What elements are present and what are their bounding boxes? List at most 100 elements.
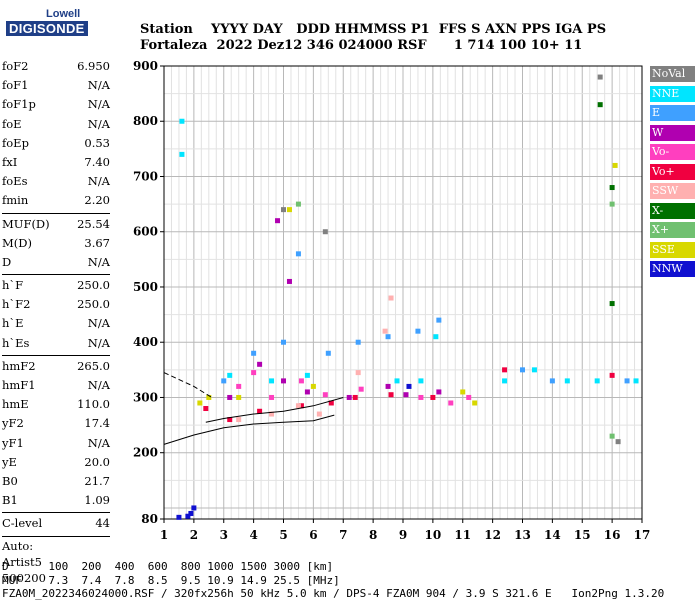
param-label: foEs [2, 174, 28, 189]
echo-point [269, 411, 275, 417]
param-value: N/A [87, 97, 110, 112]
param-label: foF2 [2, 59, 29, 73]
param-value: 1.09 [84, 493, 110, 508]
y-tick-label: 600 [133, 225, 158, 239]
x-tick-label: 6 [309, 528, 317, 542]
param-label: foF1p [2, 97, 36, 112]
echo-point [203, 406, 209, 412]
echo-point [325, 350, 331, 356]
echo-point [257, 361, 263, 367]
echo-point [281, 207, 286, 213]
param-label: M(D) [2, 235, 32, 250]
echo-point [355, 370, 361, 376]
echo-point [388, 295, 394, 301]
param-label: fmin [2, 193, 29, 208]
echo-point [436, 317, 442, 323]
param-row: hmE 110.0 [2, 396, 110, 415]
auto-scaling-line: Artist5 [2, 554, 42, 569]
echo-point [597, 102, 603, 108]
echo-point [322, 392, 328, 398]
echo-point [633, 378, 639, 384]
auto-scaling-line: Auto: [2, 538, 34, 553]
x-tick-label: 13 [514, 528, 531, 542]
logo-lowell-text: Lowell [46, 8, 81, 20]
param-value: N/A [87, 335, 110, 350]
echo-point [251, 370, 257, 376]
echo-point [448, 400, 454, 406]
param-row: h`E N/A [2, 315, 110, 334]
y-tick-label: 500 [133, 280, 158, 294]
echo-point [609, 201, 615, 207]
param-label: D [2, 254, 12, 269]
param-row: h`F 250.0 [2, 277, 110, 296]
param-separator [2, 512, 110, 514]
param-label: foE [2, 116, 22, 131]
param-value: 21.7 [84, 473, 110, 488]
param-row: foE N/A [2, 116, 110, 135]
param-value: N/A [87, 378, 110, 392]
param-row: C-level 44 [2, 515, 110, 534]
echo-point [227, 417, 233, 423]
echo-point [403, 392, 409, 398]
echo-point [295, 251, 301, 257]
echo-point [415, 328, 421, 334]
param-label: h`F2 [2, 297, 31, 312]
echo-point [472, 400, 478, 406]
param-value: N/A [87, 116, 110, 131]
echo-point [612, 162, 618, 168]
x-tick-label: 1 [160, 528, 168, 542]
echo-point [615, 439, 621, 445]
station-header: Station YYYY DAY DDD HHMMSS P1 FFS S AXN… [140, 22, 606, 54]
echo-point [382, 328, 388, 334]
param-value: 25.54 [77, 216, 110, 231]
echo-point [520, 367, 525, 373]
x-tick-label: 4 [249, 528, 257, 542]
header-labels: Station YYYY DAY DDD HHMMSS P1 FFS S AXN… [140, 22, 607, 37]
legend-entry: Vo- [650, 144, 695, 160]
profile-trace-line [163, 414, 335, 445]
echo-point [176, 514, 182, 520]
y-tick-label: 800 [133, 114, 158, 128]
echo-point [295, 403, 301, 409]
param-row: foF2 6.950 [2, 58, 110, 77]
footer-info: D 100 200 400 600 800 1000 1500 3000 [km… [2, 560, 664, 601]
echo-point [418, 394, 424, 400]
param-row: yF1 N/A [2, 435, 110, 454]
echo-point [502, 378, 508, 384]
echo-point [236, 383, 242, 389]
param-value: 265.0 [77, 358, 110, 373]
echo-point [304, 372, 310, 378]
param-row: B0 21.7 [2, 473, 110, 492]
echo-point [269, 394, 275, 400]
param-row: hmF1 N/A [2, 377, 110, 396]
x-tick-label: 10 [425, 528, 442, 542]
polarization-legend: NoVal NNE E W Vo- Vo+ SSW X- X+ SSE NNW [650, 66, 695, 281]
echo-point [597, 74, 603, 80]
echo-point [624, 378, 630, 384]
param-value: 20.0 [84, 454, 110, 469]
echo-point [310, 383, 316, 389]
param-value: N/A [87, 174, 110, 189]
legend-entry: NNW [650, 261, 695, 277]
echo-point [197, 400, 203, 406]
echo-point [191, 505, 197, 511]
param-value: 250.0 [77, 297, 110, 312]
logo-digisonde-text: DIGISONDE [6, 21, 88, 36]
echo-point [609, 185, 615, 191]
legend-entry: E [650, 105, 695, 121]
x-tick-label: 8 [369, 528, 377, 542]
x-tick-label: 17 [634, 528, 651, 542]
echo-point [609, 301, 615, 307]
echo-point [185, 513, 191, 519]
param-row: fxI 7.40 [2, 154, 110, 173]
y-tick-label: 200 [133, 446, 158, 460]
echo-point [188, 510, 194, 516]
x-tick-label: 3 [220, 528, 228, 542]
lowell-digisonde-logo: Lowell DIGISONDE [6, 8, 88, 40]
echo-point [286, 278, 292, 284]
param-value: 7.40 [84, 154, 110, 169]
legend-entry: NNE [650, 85, 695, 102]
echo-point [430, 394, 436, 400]
legend-entry: SSW [650, 183, 695, 199]
param-separator [2, 535, 110, 537]
